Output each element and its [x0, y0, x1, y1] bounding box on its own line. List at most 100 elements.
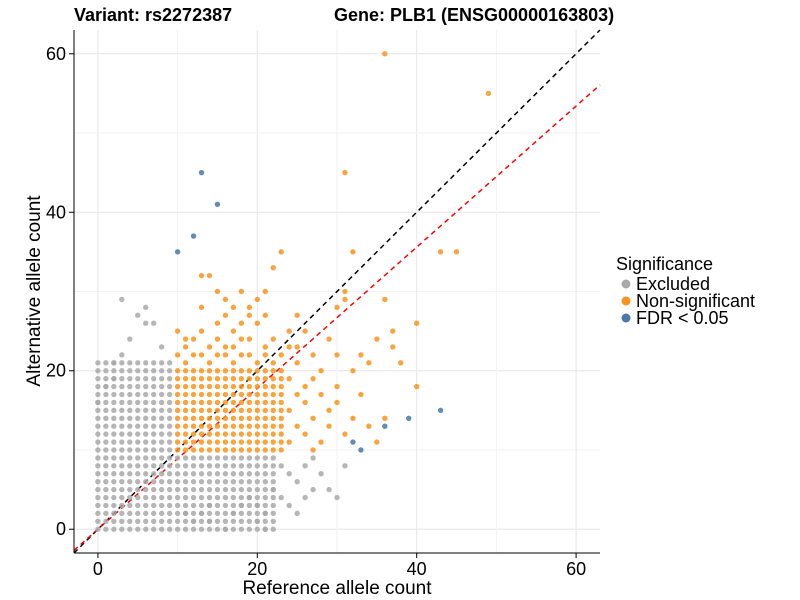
point-non-significant [334, 383, 340, 390]
point-non-significant [222, 399, 229, 406]
x-tick-label: 40 [407, 559, 427, 579]
point-non-significant [198, 447, 205, 453]
point-non-significant [254, 431, 261, 437]
point-excluded [238, 455, 245, 461]
point-excluded [166, 415, 173, 421]
point-excluded [127, 383, 133, 390]
point-fdr-0-05 [382, 423, 388, 429]
point-non-significant [270, 399, 276, 406]
point-excluded [103, 407, 109, 414]
point-non-significant [262, 352, 268, 358]
point-excluded [135, 375, 141, 382]
point-excluded [214, 478, 221, 485]
point-excluded [103, 391, 109, 398]
point-non-significant [485, 90, 492, 97]
point-excluded [150, 375, 157, 382]
point-non-significant [270, 375, 276, 382]
point-excluded [150, 502, 157, 509]
point-excluded [262, 510, 268, 517]
point-excluded [238, 471, 245, 477]
point-excluded [111, 431, 117, 437]
point-excluded [254, 510, 261, 517]
point-non-significant [238, 288, 245, 295]
point-non-significant [254, 375, 261, 382]
point-non-significant [262, 415, 268, 421]
point-excluded [174, 502, 181, 509]
point-non-significant [206, 447, 213, 453]
point-excluded [286, 502, 292, 509]
point-non-significant [398, 360, 404, 366]
point-non-significant [254, 407, 261, 414]
point-non-significant [206, 439, 213, 445]
point-excluded [119, 494, 125, 501]
point-excluded [111, 399, 117, 406]
point-non-significant [182, 447, 189, 453]
point-excluded [166, 375, 173, 382]
point-fdr-0-05 [190, 233, 197, 239]
point-excluded [127, 431, 133, 437]
point-excluded [143, 494, 149, 501]
point-excluded [127, 399, 133, 406]
point-non-significant [230, 368, 237, 374]
point-excluded [206, 526, 213, 532]
gridlines [74, 30, 600, 553]
point-excluded [318, 471, 324, 477]
point-excluded [294, 510, 300, 517]
point-excluded [270, 494, 276, 501]
point-non-significant [262, 407, 268, 414]
point-excluded [158, 478, 165, 485]
point-excluded [111, 455, 117, 461]
point-non-significant [222, 375, 229, 382]
reference-line-identity [73, 29, 601, 554]
point-excluded [103, 526, 109, 532]
point-excluded [182, 510, 189, 517]
point-excluded [111, 415, 117, 421]
point-excluded [111, 447, 117, 453]
point-excluded [150, 368, 157, 374]
point-non-significant [278, 407, 284, 414]
point-excluded [278, 494, 284, 501]
point-excluded [198, 463, 205, 469]
point-non-significant [254, 320, 261, 326]
point-excluded [302, 463, 308, 469]
point-excluded [103, 471, 109, 477]
point-non-significant [382, 296, 388, 303]
point-non-significant [222, 423, 229, 429]
point-excluded [103, 375, 109, 382]
point-non-significant [270, 360, 276, 366]
point-non-significant [174, 439, 181, 445]
point-excluded [127, 526, 133, 532]
point-non-significant [222, 352, 229, 358]
point-excluded [254, 502, 261, 509]
point-excluded [111, 375, 117, 382]
point-non-significant [278, 439, 284, 445]
legend-label-fdr: FDR < 0.05 [636, 308, 729, 328]
point-excluded [270, 455, 276, 461]
point-non-significant [182, 439, 189, 445]
point-non-significant [270, 423, 276, 429]
point-excluded [143, 471, 149, 477]
point-fdr-0-05 [358, 447, 364, 453]
point-non-significant [182, 407, 189, 414]
point-excluded [95, 494, 101, 501]
point-excluded [158, 439, 165, 445]
point-excluded [143, 320, 149, 326]
point-excluded [166, 439, 173, 445]
x-tick-label: 20 [247, 559, 267, 579]
point-excluded [103, 431, 109, 437]
point-excluded [135, 360, 141, 366]
point-non-significant [286, 375, 292, 382]
point-non-significant [270, 265, 276, 271]
point-non-significant [206, 399, 213, 406]
point-excluded [166, 526, 173, 532]
point-non-significant [246, 336, 253, 342]
point-non-significant [206, 344, 213, 350]
point-excluded [214, 510, 221, 517]
point-non-significant [198, 423, 205, 429]
point-excluded [103, 360, 109, 366]
point-non-significant [190, 368, 197, 374]
point-excluded [127, 510, 133, 517]
point-excluded [190, 502, 197, 509]
point-excluded [119, 478, 125, 485]
point-non-significant [190, 415, 197, 421]
